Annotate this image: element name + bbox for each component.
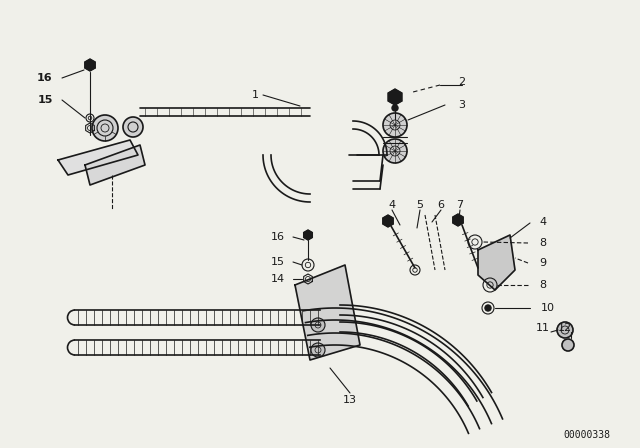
Circle shape bbox=[92, 115, 118, 141]
Text: 16: 16 bbox=[37, 73, 53, 83]
Text: 3: 3 bbox=[458, 100, 465, 110]
Text: 6: 6 bbox=[438, 200, 445, 210]
Circle shape bbox=[392, 105, 398, 111]
Circle shape bbox=[485, 305, 491, 311]
Text: 15: 15 bbox=[37, 95, 52, 105]
Text: 8: 8 bbox=[540, 280, 547, 290]
Text: 9: 9 bbox=[540, 258, 547, 268]
Polygon shape bbox=[303, 230, 312, 240]
Polygon shape bbox=[85, 59, 95, 71]
Text: 12: 12 bbox=[558, 323, 572, 333]
Text: 14: 14 bbox=[271, 274, 285, 284]
Polygon shape bbox=[58, 140, 138, 175]
Circle shape bbox=[123, 117, 143, 137]
Circle shape bbox=[383, 139, 407, 163]
Polygon shape bbox=[383, 215, 393, 227]
Text: 13: 13 bbox=[343, 395, 357, 405]
Text: 2: 2 bbox=[458, 77, 465, 87]
Circle shape bbox=[311, 318, 325, 332]
Polygon shape bbox=[85, 145, 145, 185]
Circle shape bbox=[562, 339, 574, 351]
Circle shape bbox=[557, 322, 573, 338]
Text: 4: 4 bbox=[388, 200, 396, 210]
Text: 10: 10 bbox=[541, 303, 555, 313]
Text: 1: 1 bbox=[252, 90, 259, 100]
Text: 4: 4 bbox=[540, 217, 547, 227]
Circle shape bbox=[383, 113, 407, 137]
Text: 11: 11 bbox=[536, 323, 550, 333]
Polygon shape bbox=[388, 89, 402, 105]
Text: 7: 7 bbox=[456, 200, 463, 210]
Text: 8: 8 bbox=[540, 238, 547, 248]
Circle shape bbox=[311, 343, 325, 357]
Polygon shape bbox=[478, 235, 515, 290]
Text: 5: 5 bbox=[417, 200, 424, 210]
Text: 00000338: 00000338 bbox=[563, 430, 610, 440]
Text: 16: 16 bbox=[271, 232, 285, 242]
Polygon shape bbox=[453, 214, 463, 226]
Polygon shape bbox=[295, 265, 360, 360]
Text: 15: 15 bbox=[271, 257, 285, 267]
